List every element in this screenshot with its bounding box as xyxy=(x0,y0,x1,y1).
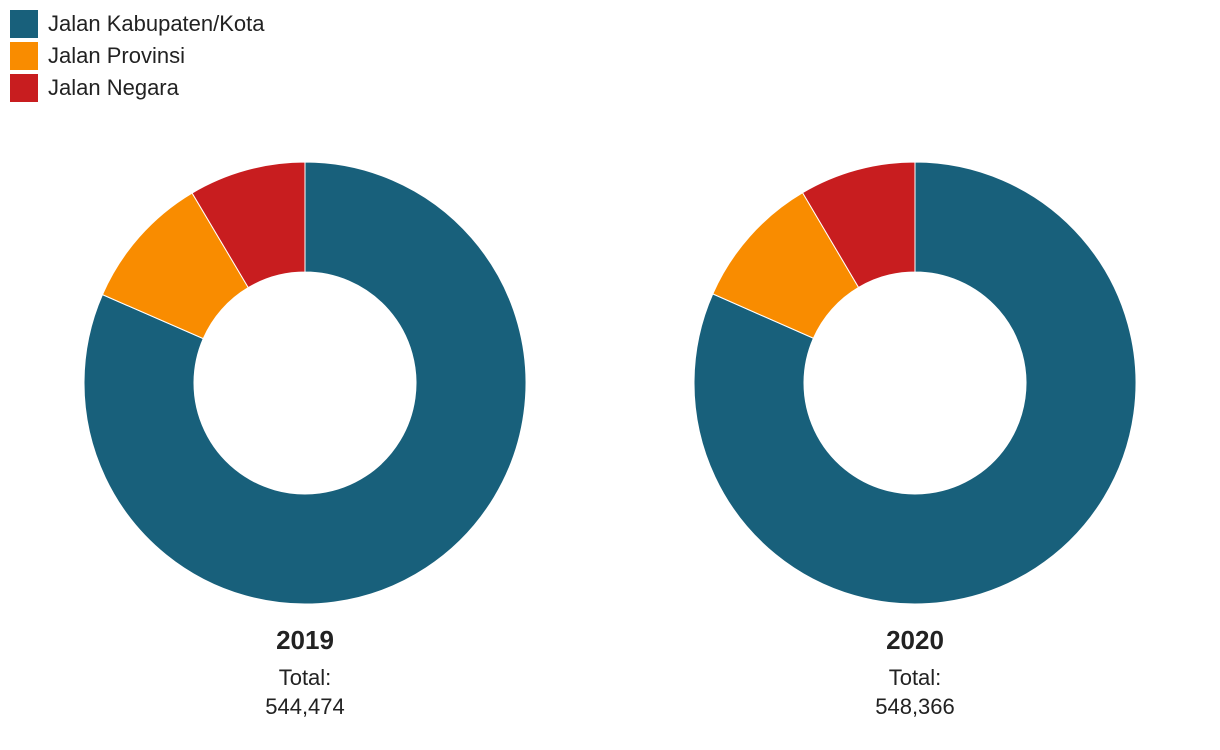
total-label: Total: xyxy=(889,665,942,690)
slice-jalan-kabupaten-kota xyxy=(83,161,527,605)
donut-chart-2019: 2019 Total: 544,474 xyxy=(83,161,527,719)
chart-title: 2020 xyxy=(886,625,944,655)
legend-label: Jalan Negara xyxy=(48,75,179,100)
legend-label: Jalan Kabupaten/Kota xyxy=(48,11,265,36)
legend-item-negara: Jalan Negara xyxy=(10,72,265,104)
legend-item-kabupaten-kota: Jalan Kabupaten/Kota xyxy=(10,8,265,40)
slice-jalan-kabupaten-kota xyxy=(693,161,1137,605)
total-value: 544,474 xyxy=(265,694,345,719)
legend-swatch xyxy=(10,42,38,70)
legend-swatch xyxy=(10,10,38,38)
legend: Jalan Kabupaten/Kota Jalan Provinsi Jala… xyxy=(10,8,265,104)
legend-swatch xyxy=(10,74,38,102)
total-value: 548,366 xyxy=(875,694,955,719)
slice-jalan-negara xyxy=(801,161,916,289)
legend-label: Jalan Provinsi xyxy=(48,43,185,68)
slice-jalan-negara xyxy=(191,161,306,289)
chart-title: 2019 xyxy=(276,625,334,655)
total-label: Total: xyxy=(279,665,332,690)
legend-item-provinsi: Jalan Provinsi xyxy=(10,40,265,72)
donut-chart-2020: 2020 Total: 548,366 xyxy=(693,161,1137,719)
